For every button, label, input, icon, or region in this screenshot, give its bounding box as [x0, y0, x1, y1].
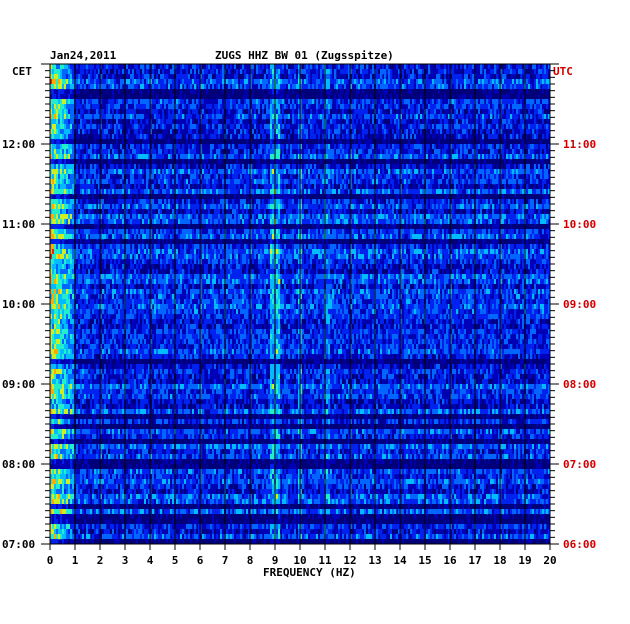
x-tick-label-18: 18 [493, 554, 506, 567]
x-tick-label-4: 4 [147, 554, 154, 567]
left-time-label: 09:00 [2, 378, 35, 391]
right-time-axis: 11:00 10:00 09:00 08:00 07:00 06:00 [550, 63, 596, 551]
right-time-label: 11:00 [563, 138, 596, 151]
left-axis-label: CET [12, 65, 32, 78]
left-time-label: 08:00 [2, 458, 35, 471]
left-time-label: 12:00 [2, 138, 35, 151]
x-tick-label-5: 5 [172, 554, 179, 567]
left-time-axis: 12:00 11:00 10:00 09:00 08:00 07:00 [2, 63, 50, 551]
x-tick-label-11: 11 [318, 554, 332, 567]
right-time-label: 09:00 [563, 298, 596, 311]
x-tick-label-2: 2 [97, 554, 104, 567]
right-time-label: 06:00 [563, 538, 596, 551]
right-time-label: 08:00 [563, 378, 596, 391]
right-time-label: 10:00 [563, 218, 596, 231]
x-axis: 0 1 2 3 4 5 6 7 8 9 10 11 12 13 14 15 16 17 18 19 20 [47, 544, 557, 567]
chart-title: ZUGS HHZ BW 01 (Zugsspitze) [215, 49, 394, 62]
x-tick-label-1: 1 [72, 554, 79, 567]
left-time-label: 07:00 [2, 538, 35, 551]
date-label: Jan24,2011 [50, 49, 117, 62]
x-tick-label-19: 19 [518, 554, 531, 567]
x-tick-label-16: 16 [443, 554, 457, 567]
x-tick-label-0: 0 [47, 554, 54, 567]
x-tick-label-12: 12 [343, 554, 356, 567]
x-tick-label-15: 15 [418, 554, 431, 567]
x-tick-label-6: 6 [197, 554, 204, 567]
frequency-gridlines [49, 63, 551, 545]
right-time-label: 07:00 [563, 458, 596, 471]
x-tick-label-14: 14 [393, 554, 407, 567]
x-tick-label-7: 7 [222, 554, 229, 567]
right-axis-label: UTC [553, 65, 573, 78]
x-tick-label-10: 10 [293, 554, 306, 567]
x-tick-label-9: 9 [272, 554, 279, 567]
x-axis-label: FREQUENCY (HZ) [263, 566, 356, 579]
x-tick-label-20: 20 [543, 554, 556, 567]
left-time-label: 10:00 [2, 298, 35, 311]
left-time-label: 11:00 [2, 218, 35, 231]
x-tick-label-3: 3 [122, 554, 129, 567]
x-tick-label-8: 8 [247, 554, 254, 567]
x-tick-label-17: 17 [468, 554, 481, 567]
x-tick-label-13: 13 [368, 554, 381, 567]
